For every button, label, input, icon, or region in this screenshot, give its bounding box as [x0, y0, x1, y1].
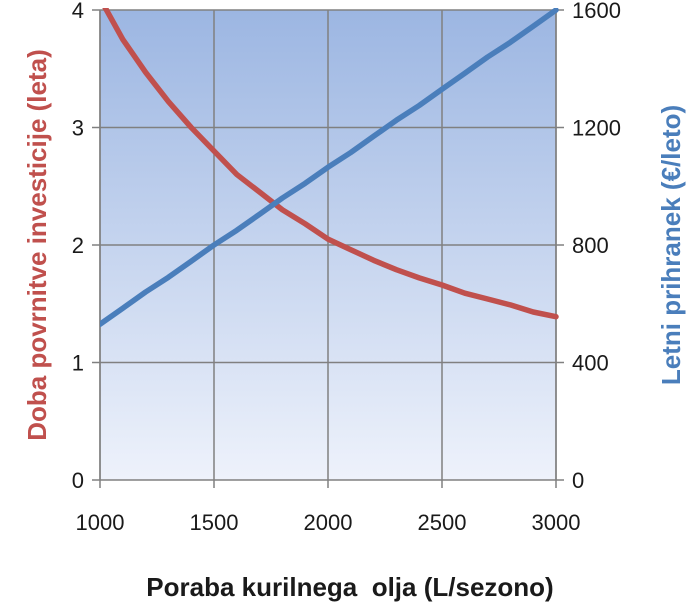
y-right-tick-label: 1600 [572, 0, 621, 23]
right-axis-title: Letni prihranek (€/leto) [656, 105, 686, 385]
x-tick-label: 1000 [76, 510, 125, 535]
x-tick-label: 2500 [418, 510, 467, 535]
x-tick-label: 1500 [190, 510, 239, 535]
payback-line [102, 8, 559, 320]
savings-line [100, 8, 559, 328]
gridlines [92, 9, 564, 488]
x-tick-label: 2000 [304, 510, 353, 535]
left-axis-title: Doba povrnitve investicije (leta) [22, 49, 52, 441]
y-left-tick-label: 0 [72, 468, 84, 493]
y-right-tick-label: 400 [572, 351, 609, 376]
y-right-tick-label: 1200 [572, 116, 621, 141]
y-left-tick-label: 1 [72, 351, 84, 376]
y-right-tick-label: 800 [572, 233, 609, 258]
y-right-tick-label: 0 [572, 468, 584, 493]
tick-labels: 1000 1500 2000 2500 3000 0 1 2 3 4 0 400 800 1200 1600 [72, 0, 621, 535]
x-tick-label: 3000 [532, 510, 581, 535]
series-lines [100, 8, 559, 328]
y-left-tick-label: 3 [72, 116, 84, 141]
y-left-tick-label: 4 [72, 0, 84, 23]
x-axis-title: Poraba kurilnega olja (L/sezono) [146, 572, 553, 602]
y-left-tick-label: 2 [72, 233, 84, 258]
